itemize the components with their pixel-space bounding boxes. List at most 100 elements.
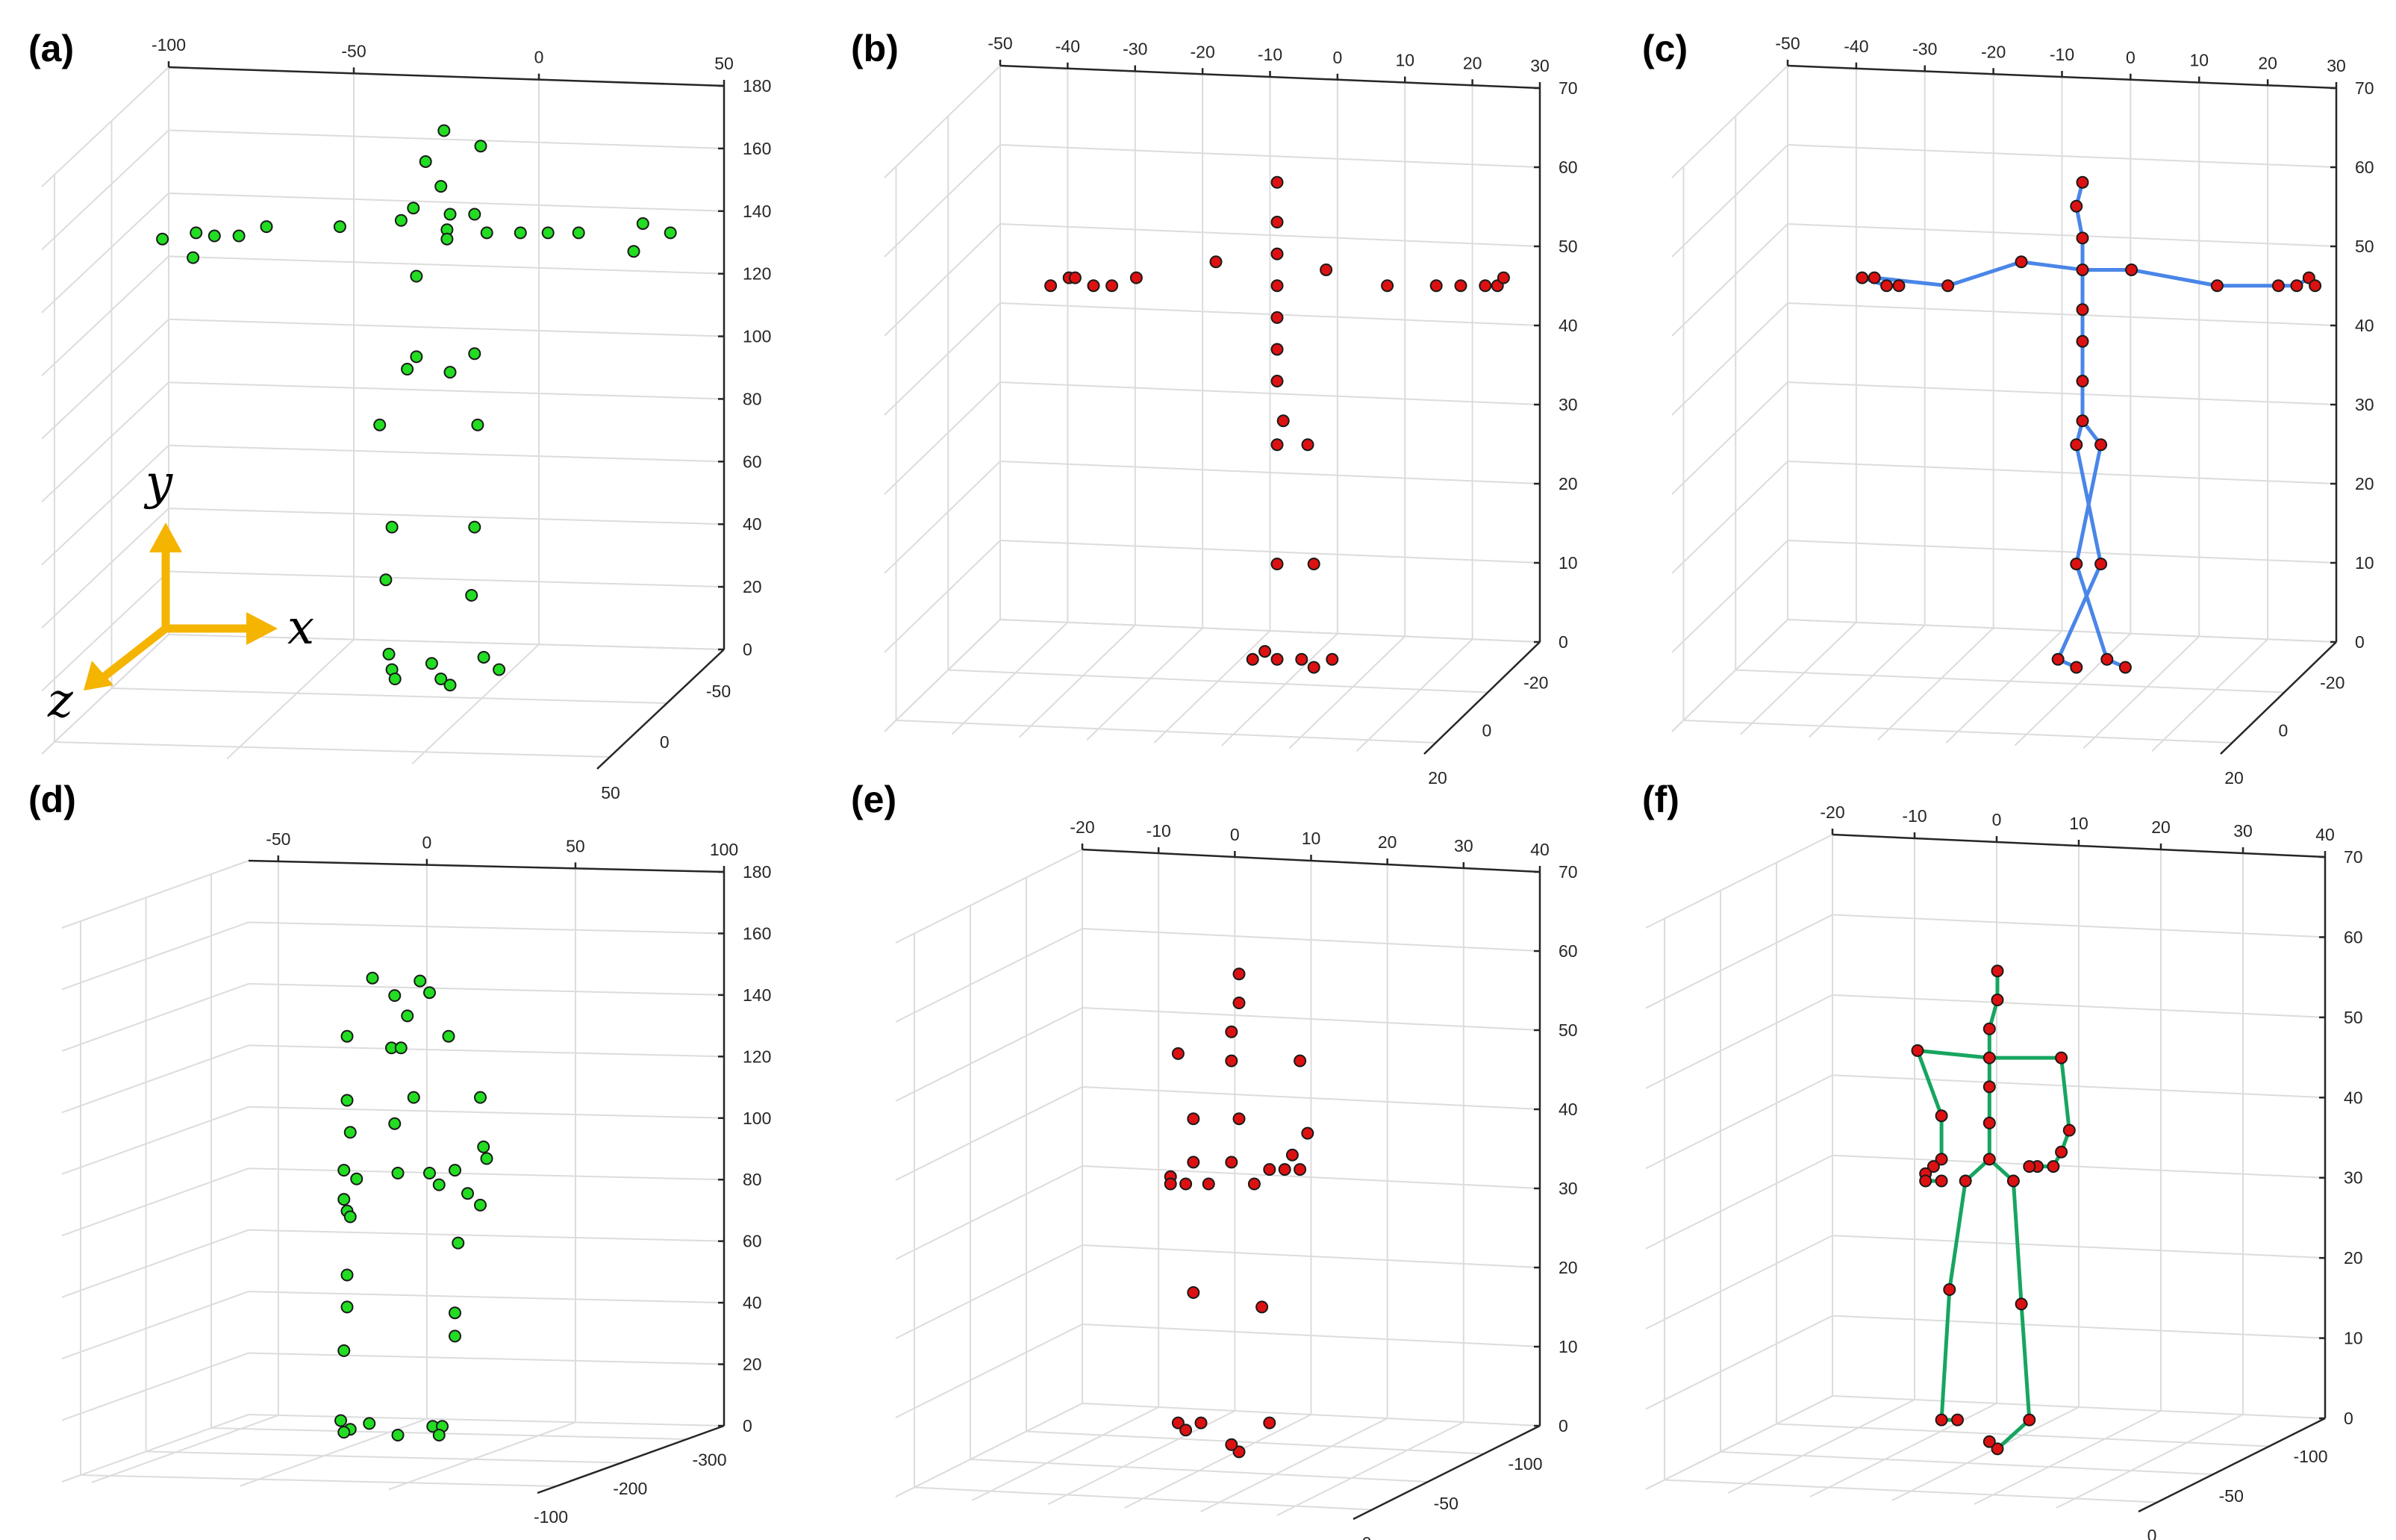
y-tick-label: 30: [2355, 395, 2374, 414]
data-point: [414, 974, 427, 988]
grid-line-back: [168, 570, 725, 588]
data-point: [337, 1193, 351, 1206]
x-tick-label: 0: [534, 48, 544, 67]
data-point: [1497, 271, 1510, 284]
y-tick-label: 80: [743, 1170, 762, 1189]
data-point: [1892, 279, 1906, 293]
skeleton-bone: [2130, 267, 2219, 288]
grid-line-floor: [210, 1427, 687, 1440]
panel-a: (a) -100 -50 0 50 0 20 40 60 80 100 120 140 160 180 -50…: [28, 28, 771, 802]
z-tick-label: 0: [1482, 720, 1491, 740]
data-point: [2290, 279, 2303, 293]
grid-line-back: [248, 1414, 725, 1427]
data-point: [2070, 199, 2083, 213]
data-point: [391, 1167, 405, 1179]
x-tick-label: 10: [1302, 829, 1321, 848]
data-point: [1294, 1163, 1307, 1176]
y-tick-label: 30: [1559, 395, 1578, 414]
data-point: [1255, 1300, 1269, 1314]
grid-line-back: [1787, 461, 2337, 484]
y-tick-label: 70: [1559, 862, 1578, 882]
data-point: [410, 350, 423, 364]
y-tick-label: 0: [2355, 632, 2365, 652]
data-point: [1982, 1022, 1996, 1035]
data-point: [410, 269, 423, 283]
z-tick-label: -100: [1508, 1454, 1542, 1474]
y-tick-label: 40: [2355, 316, 2374, 335]
grid-line-back: [1832, 994, 2326, 1018]
grid-line-floor: [1740, 622, 1857, 735]
data-point: [1927, 1160, 1940, 1173]
grid-line-back: [168, 381, 725, 400]
data-point: [1187, 1112, 1200, 1126]
skeleton-bone: [2011, 1179, 2024, 1306]
grid-line-back: [248, 1168, 725, 1181]
x-tick-label: 100: [710, 840, 738, 859]
x-tick-label: 0: [422, 833, 431, 852]
grid-line-side: [1645, 994, 1833, 1089]
x-tick-label: 0: [1332, 48, 1342, 67]
data-point: [1270, 216, 1284, 229]
data-point: [477, 1140, 490, 1153]
grid-line-back: [168, 192, 725, 212]
grid-line-back: [168, 318, 725, 337]
grid-line-back: [248, 982, 725, 996]
data-point: [1225, 1054, 1238, 1067]
data-point: [2125, 263, 2138, 276]
grid-line-side: [1671, 65, 1788, 178]
grid-line-floor: [1124, 1414, 1311, 1509]
grid-line-side: [1645, 1235, 1833, 1330]
y-tick-label: 160: [743, 923, 771, 943]
panel-label: (f): [1642, 779, 1679, 820]
data-point: [394, 1041, 408, 1055]
z-axis-line: [537, 1424, 725, 1494]
grid-line-side: [61, 1168, 249, 1237]
skeleton-bone: [1995, 1418, 2032, 1451]
data-point: [1856, 271, 1869, 284]
data-point: [465, 588, 478, 602]
z-tick-label: -20: [2320, 673, 2344, 693]
y-tick-label: 120: [743, 264, 771, 284]
data-point: [1270, 375, 1284, 388]
data-point: [419, 155, 432, 168]
y-tick-label: 0: [1559, 632, 1568, 652]
grid-line-floor: [1720, 1451, 2214, 1475]
data-point: [2094, 558, 2108, 570]
data-point: [363, 1417, 376, 1430]
data-point: [337, 1164, 351, 1177]
data-point: [1087, 279, 1100, 293]
data-point: [337, 1344, 351, 1357]
data-point: [1179, 1424, 1193, 1437]
orientation-axes: x y z: [47, 455, 314, 729]
data-point: [432, 1429, 446, 1441]
grid-line-side: [895, 928, 1083, 1023]
z-tick-label: 20: [2224, 768, 2244, 788]
x-tick-label: 30: [1530, 56, 1550, 75]
y-tick-label: 30: [2344, 1168, 2363, 1188]
grid-line-floor: [1664, 1479, 2158, 1503]
data-point: [471, 418, 484, 431]
y-tick-label: 160: [743, 139, 771, 158]
data-point: [2076, 231, 2089, 245]
x-tick-label: -20: [1191, 42, 1215, 61]
grid-line-floor: [2083, 635, 2200, 749]
grid-line-floor: [2151, 638, 2268, 752]
grid-line-side: [61, 1229, 249, 1298]
z-axis-line: [596, 649, 725, 770]
data-point: [2006, 1174, 2020, 1188]
y-tick-label: 20: [1559, 474, 1578, 493]
data-point: [1258, 645, 1272, 658]
grid-line-floor: [1809, 1403, 1997, 1497]
grid-line-back: [999, 144, 1541, 168]
data-point: [474, 140, 487, 153]
skeleton-bone: [1915, 1048, 1944, 1118]
grid-line-side: [895, 1244, 1083, 1339]
grid-line-side: [1645, 1154, 1833, 1250]
data-point: [1164, 1177, 1177, 1191]
x-tick-label: 10: [2189, 51, 2209, 70]
panel-d: (d) -50 0 50 100 0 20 40 60 80 100 120 140 160 180 -300…: [28, 779, 771, 1527]
x-tick-label: -50: [988, 34, 1012, 53]
grid-line-side: [61, 1291, 249, 1360]
grid-line-side: [41, 319, 169, 440]
y-tick-label: 40: [2344, 1088, 2363, 1107]
